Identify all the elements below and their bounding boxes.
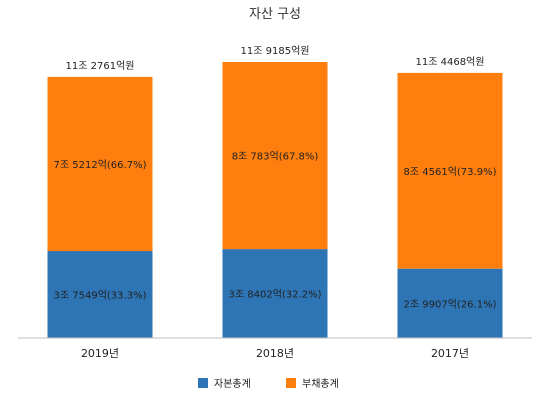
equity-bar-2 bbox=[397, 268, 503, 338]
liability-bar-1 bbox=[222, 62, 328, 250]
equity-legend-label: 자본총계 bbox=[214, 378, 251, 390]
category-label-0: 2019년 bbox=[81, 347, 119, 360]
category-label-2: 2017년 bbox=[431, 347, 469, 360]
liability-label-1: 8조 783억(67.8%) bbox=[232, 151, 319, 163]
liability-legend-label: 부채총계 bbox=[302, 378, 339, 390]
equity-legend-swatch bbox=[198, 378, 208, 388]
liability-label-0: 7조 5212억(66.7%) bbox=[54, 159, 147, 171]
bars-group: 3조 7549억(33.3%) 7조 5212억(66.7%) 11조 2761억원… bbox=[47, 45, 503, 338]
legend: 자본총계 부채총계 bbox=[198, 378, 339, 390]
chart-title: 자산 구성 bbox=[249, 7, 301, 22]
total-label-1: 11조 9185억원 bbox=[241, 45, 310, 57]
category-labels: 2019년 2018년 2017년 bbox=[81, 347, 469, 360]
liability-label-2: 8조 4561억(73.9%) bbox=[404, 166, 497, 178]
liability-legend-swatch bbox=[286, 378, 296, 388]
total-label-2: 11조 4468억원 bbox=[416, 56, 485, 68]
equity-label-1: 3조 8402억(32.2%) bbox=[229, 289, 322, 301]
equity-label-0: 3조 7549억(33.3%) bbox=[54, 290, 147, 302]
total-label-0: 11조 2761억원 bbox=[66, 60, 135, 72]
equity-bar-1 bbox=[222, 249, 328, 338]
equity-bar-0 bbox=[47, 251, 153, 338]
liability-bar-0 bbox=[47, 76, 153, 252]
liability-bar-2 bbox=[397, 72, 503, 269]
equity-label-2: 2조 9907억(26.1%) bbox=[404, 298, 497, 310]
category-label-1: 2018년 bbox=[256, 347, 294, 360]
